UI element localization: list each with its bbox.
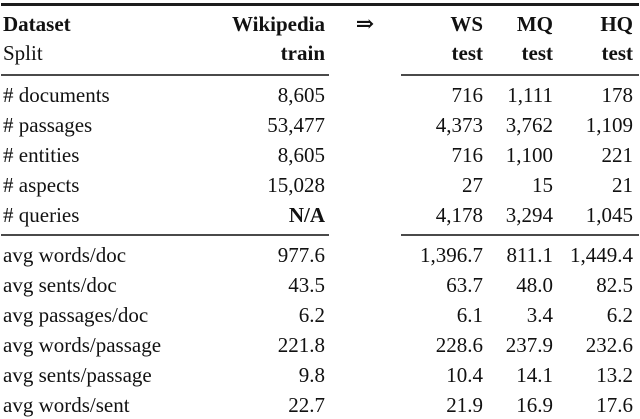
value-cell-wikipedia-train: 43.5	[288, 272, 325, 297]
table-row: # passages 53,477 4,373 3,762 1,109	[1, 110, 639, 140]
value-cell-ws-test: 10.4	[446, 362, 483, 387]
row-label-cell: # documents	[3, 82, 110, 107]
value-cell-wikipedia-train: 8,605	[277, 82, 325, 107]
value-cell-wikipedia-train: 22.7	[288, 392, 325, 417]
double-arrow-icon: ⇒	[329, 5, 401, 39]
value-cell-ws-test: 4,178	[401, 200, 485, 236]
value-cell-hq-test: 232.6	[585, 332, 633, 357]
value-cell-ws-test: 21.9	[446, 392, 483, 417]
value-cell-ws-test: 228.6	[435, 332, 483, 357]
arrow-column-spacer	[329, 235, 401, 270]
value-cell-hq-test: 1,109	[585, 112, 633, 137]
row-label-cell: avg sents/doc	[3, 272, 117, 297]
row-label-cell: avg words/doc	[3, 242, 127, 267]
value-cell-ws-test: 716	[451, 82, 484, 107]
arrow-column-spacer	[329, 38, 401, 75]
value-cell-ws-test: 63.7	[446, 272, 483, 297]
row-label-cell: # entities	[3, 142, 80, 167]
arrow-column-spacer	[329, 140, 401, 170]
header-hq: HQ	[600, 11, 633, 36]
arrow-column-spacer	[329, 390, 401, 419]
table-group-counts: # documents 8,605 716 1,111 178 # passages 53,…	[1, 75, 639, 236]
table-row: avg passages/doc 6.2 6.1 3.4 6.2	[1, 300, 639, 330]
value-cell-mq-test: 1,100	[505, 142, 553, 167]
header-split: Split	[1, 38, 209, 76]
row-label-cell: avg words/passage	[3, 332, 162, 357]
row-label-cell: avg passages/doc	[3, 302, 149, 327]
value-cell-wikipedia-train: N/A	[209, 200, 329, 236]
table-row: # documents 8,605 716 1,111 178	[1, 75, 639, 110]
table-row: avg sents/doc 43.5 63.7 48.0 82.5	[1, 270, 639, 300]
dataset-statistics-table: Dataset Wikipedia ⇒ WS MQ HQ Split train…	[1, 3, 639, 419]
value-cell-wikipedia-train: 8,605	[277, 142, 325, 167]
row-label-cell: avg words/sent	[3, 392, 130, 417]
table-header: Dataset Wikipedia ⇒ WS MQ HQ Split train…	[1, 5, 639, 76]
header-train: train	[209, 38, 329, 76]
value-cell-hq-test: 178	[601, 82, 634, 107]
value-cell-ws-test: 716	[451, 142, 484, 167]
header-dataset: Dataset	[3, 11, 71, 36]
arrow-column-spacer	[329, 170, 401, 200]
value-cell-ws-test: 1,396.7	[420, 242, 483, 267]
table-row: # aspects 15,028 27 15 21	[1, 170, 639, 200]
value-cell-hq-test: 17.6	[596, 392, 633, 417]
arrow-column-spacer	[329, 110, 401, 140]
table-row: avg words/doc 977.6 1,396.7 811.1 1,449.4	[1, 235, 639, 270]
row-label-cell: # passages	[3, 112, 93, 137]
value-cell-wikipedia-train: 6.2	[298, 302, 325, 327]
value-cell-wikipedia-train: 221.8	[277, 332, 325, 357]
value-cell-hq-test: 221	[601, 142, 634, 167]
arrow-column-spacer	[329, 75, 401, 110]
value-cell-wikipedia-train: 977.6	[277, 242, 325, 267]
arrow-column-spacer	[329, 360, 401, 390]
table-row: # queries N/A 4,178 3,294 1,045	[1, 200, 639, 236]
value-cell-wikipedia-train: 53,477	[267, 112, 325, 137]
header-row-split: Split train test test test	[1, 38, 639, 76]
value-cell-hq-test: 21	[612, 172, 633, 197]
value-cell-wikipedia-train: 9.8	[298, 362, 325, 387]
table-row: avg sents/passage 9.8 10.4 14.1 13.2	[1, 360, 639, 390]
header-ws-test: test	[401, 38, 485, 76]
table-row: avg words/passage 221.8 228.6 237.9 232.6	[1, 330, 639, 360]
header-mq-test: test	[485, 38, 555, 76]
implies-arrow-glyph: ⇒	[355, 11, 375, 36]
table-row: avg words/sent 22.7 21.9 16.9 17.6	[1, 390, 639, 419]
value-cell-mq-test: 237.9	[505, 332, 553, 357]
value-cell-ws-test: 27	[462, 172, 483, 197]
arrow-column-spacer	[329, 300, 401, 330]
arrow-column-spacer	[329, 330, 401, 360]
value-cell-mq-test: 14.1	[516, 362, 553, 387]
value-cell-mq-test: 16.9	[516, 392, 553, 417]
table-row: # entities 8,605 716 1,100 221	[1, 140, 639, 170]
header-hq-test: test	[555, 38, 639, 76]
value-cell-ws-test: 4,373	[435, 112, 483, 137]
value-cell-mq-test: 811.1	[506, 242, 553, 267]
value-cell-hq-test: 6.2	[606, 302, 633, 327]
row-label-cell: # queries	[1, 200, 209, 236]
value-cell-mq-test: 15	[532, 172, 553, 197]
arrow-column-spacer	[329, 270, 401, 300]
row-label-cell: # aspects	[3, 172, 80, 197]
value-cell-mq-test: 1,111	[507, 82, 553, 107]
value-cell-ws-test: 6.1	[456, 302, 483, 327]
value-cell-hq-test: 82.5	[596, 272, 633, 297]
arrow-column-spacer	[329, 200, 401, 235]
value-cell-mq-test: 3.4	[526, 302, 553, 327]
row-label-cell: avg sents/passage	[3, 362, 152, 387]
value-cell-wikipedia-train: 15,028	[267, 172, 325, 197]
value-cell-hq-test: 1,449.4	[570, 242, 633, 267]
value-cell-mq-test: 3,294	[485, 200, 555, 236]
header-row-dataset: Dataset Wikipedia ⇒ WS MQ HQ	[1, 5, 639, 39]
value-cell-hq-test: 1,045	[555, 200, 639, 236]
header-wikipedia: Wikipedia	[232, 11, 325, 36]
table-group-averages: avg words/doc 977.6 1,396.7 811.1 1,449.4 avg…	[1, 235, 639, 419]
value-cell-mq-test: 48.0	[516, 272, 553, 297]
header-mq: MQ	[516, 11, 553, 36]
value-cell-hq-test: 13.2	[596, 362, 633, 387]
header-ws: WS	[450, 11, 483, 36]
value-cell-mq-test: 3,762	[505, 112, 553, 137]
